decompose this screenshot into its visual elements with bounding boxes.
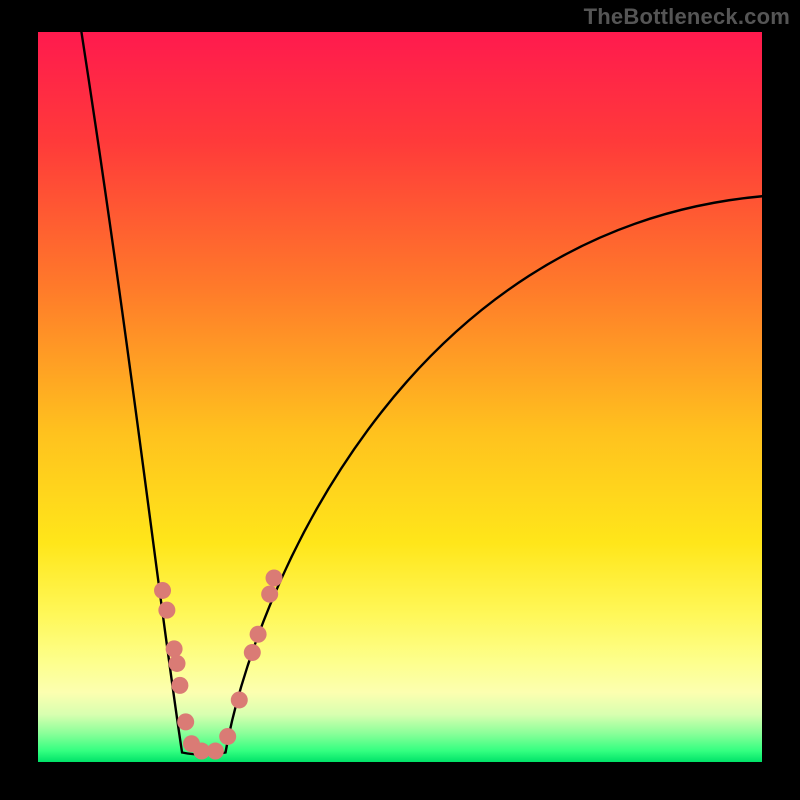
data-marker: [171, 677, 188, 694]
data-marker: [231, 691, 248, 708]
data-marker: [266, 570, 283, 587]
data-marker: [177, 713, 194, 730]
bottleneck-chart: [0, 0, 800, 800]
data-marker: [244, 644, 261, 661]
data-marker: [250, 626, 267, 643]
chart-frame: TheBottleneck.com: [0, 0, 800, 800]
data-marker: [166, 640, 183, 657]
data-marker: [154, 582, 171, 599]
data-marker: [169, 655, 186, 672]
watermark-text: TheBottleneck.com: [584, 4, 790, 30]
plot-background: [38, 32, 762, 762]
data-marker: [219, 728, 236, 745]
data-marker: [207, 743, 224, 760]
data-marker: [261, 586, 278, 603]
data-marker: [158, 602, 175, 619]
